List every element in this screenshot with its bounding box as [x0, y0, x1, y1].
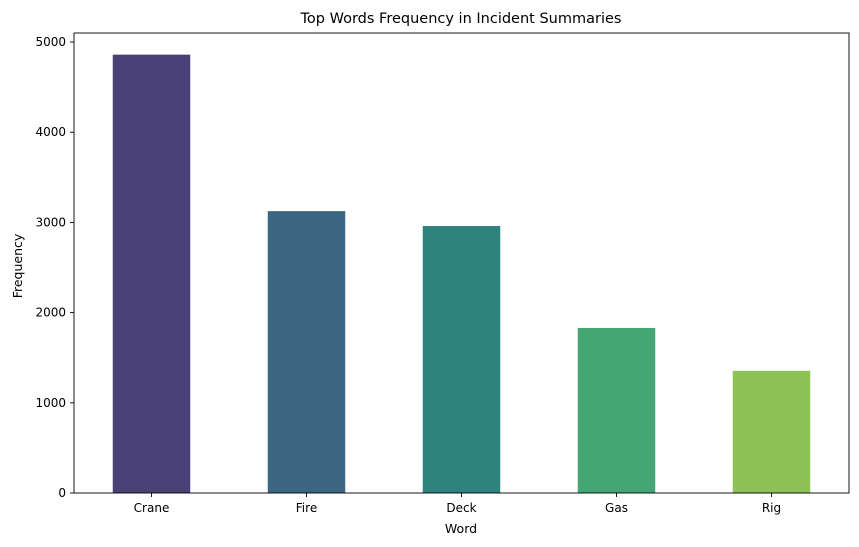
y-tick-label: 5000	[35, 35, 66, 49]
chart-title: Top Words Frequency in Incident Summarie…	[300, 11, 622, 27]
bar-rig	[732, 370, 811, 493]
y-tick-label: 2000	[35, 306, 66, 320]
y-axis-label: Frequency	[10, 233, 25, 298]
bar-fire	[267, 211, 346, 493]
bar-crane	[112, 54, 191, 493]
x-tick-label-crane: Crane	[134, 501, 170, 515]
x-axis-label: Word	[445, 521, 477, 536]
y-tick-label: 4000	[35, 125, 66, 139]
y-tick-label: 3000	[35, 215, 66, 229]
bar-gas	[577, 327, 656, 493]
y-tick-label: 1000	[35, 396, 66, 410]
y-tick-label: 0	[58, 486, 66, 500]
x-tick-label-fire: Fire	[296, 501, 317, 515]
x-tick-label-rig: Rig	[762, 501, 781, 515]
bar-deck	[422, 226, 501, 494]
x-tick-label-gas: Gas	[605, 501, 628, 515]
x-tick-label-deck: Deck	[446, 501, 476, 515]
plot-area: 0 1000 2000 3000 4000 5000 Crane Fire Deck Gas Rig	[35, 32, 850, 515]
